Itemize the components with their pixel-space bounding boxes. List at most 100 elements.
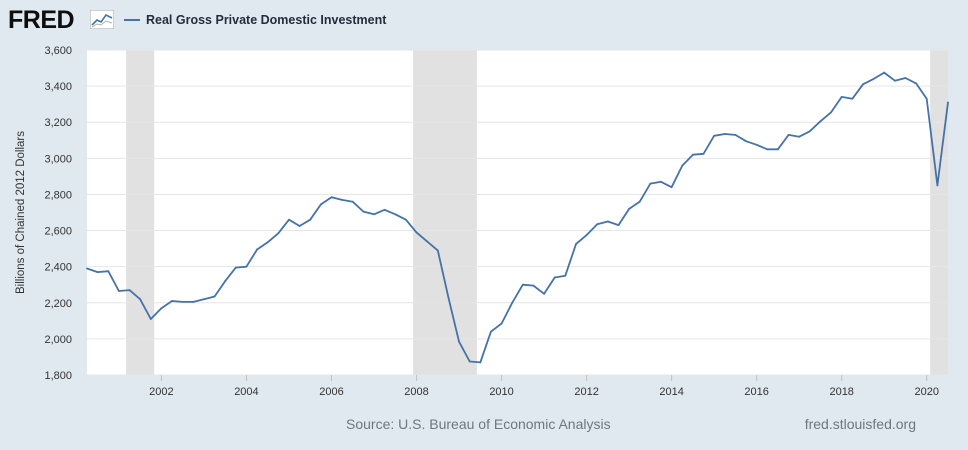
chart-canvas[interactable]: 1,800 2,000 2,200 2,400 2,600 2,800 3,000 3,200… xyxy=(0,0,968,410)
y-tick-label: 3,200 xyxy=(44,117,72,129)
data-point xyxy=(883,71,886,74)
recession-band xyxy=(413,50,477,375)
data-point xyxy=(309,218,312,221)
chart-legend[interactable]: Real Gross Private Domestic Investment xyxy=(124,11,386,29)
data-point xyxy=(585,234,588,236)
data-point xyxy=(500,322,503,325)
y-axis-label: Billions of Chained 2012 Dollars xyxy=(15,131,27,294)
data-point xyxy=(606,220,609,223)
x-tick-label: 2014 xyxy=(659,386,683,398)
fred-url-link[interactable]: fred.stlouisfed.org xyxy=(804,416,916,432)
data-point xyxy=(362,210,365,213)
recession-bands xyxy=(126,50,948,375)
data-point xyxy=(808,130,811,133)
data-point xyxy=(628,207,631,210)
x-tick-label: 2004 xyxy=(234,386,258,398)
y-tick-label: 2,400 xyxy=(44,262,72,274)
data-point xyxy=(862,83,864,86)
plot-area xyxy=(87,50,948,375)
y-tick-label: 2,200 xyxy=(44,298,72,310)
y-tick-label: 3,000 xyxy=(44,153,72,165)
data-point xyxy=(915,82,918,85)
data-point xyxy=(404,218,407,221)
data-point xyxy=(617,224,620,227)
data-point xyxy=(181,300,184,303)
data-point xyxy=(373,213,375,216)
data-point xyxy=(564,274,567,277)
data-point xyxy=(543,292,545,295)
data-point xyxy=(139,298,142,301)
data-point xyxy=(745,140,747,143)
data-point xyxy=(298,225,301,227)
data-point xyxy=(394,213,397,216)
data-point xyxy=(468,360,471,363)
data-point xyxy=(341,198,344,201)
data-point xyxy=(107,270,110,273)
data-point xyxy=(840,96,843,98)
data-point xyxy=(766,148,769,151)
data-point xyxy=(723,133,726,135)
data-point xyxy=(511,301,514,304)
line-chart-logo-icon xyxy=(90,10,114,29)
data-point xyxy=(436,249,439,252)
data-point xyxy=(777,148,779,151)
data-point xyxy=(702,152,705,155)
data-point xyxy=(266,241,269,244)
data-point xyxy=(830,111,832,114)
series-points xyxy=(86,71,949,364)
data-point xyxy=(798,135,801,138)
data-point xyxy=(638,200,641,203)
data-point xyxy=(86,267,88,270)
x-tick-label: 2020 xyxy=(914,386,938,398)
x-tick-label: 2002 xyxy=(149,386,173,398)
y-tick-label: 1,800 xyxy=(44,370,72,382)
data-point xyxy=(904,77,907,79)
data-point xyxy=(447,296,450,299)
data-point xyxy=(713,134,716,137)
data-point xyxy=(553,276,556,279)
data-point xyxy=(149,318,152,320)
x-tick-label: 2016 xyxy=(744,386,768,398)
recession-band xyxy=(126,50,155,375)
data-point xyxy=(117,290,120,292)
data-point xyxy=(171,300,173,302)
data-point xyxy=(203,298,205,301)
data-point xyxy=(383,208,386,211)
data-point xyxy=(192,300,195,303)
recession-band xyxy=(930,50,948,375)
x-tick-label: 2008 xyxy=(404,386,428,398)
data-point xyxy=(426,240,429,243)
data-point xyxy=(521,283,524,286)
data-point xyxy=(734,133,737,136)
data-point xyxy=(458,340,460,343)
data-point xyxy=(479,361,482,364)
data-point xyxy=(575,243,577,245)
data-point xyxy=(819,120,822,123)
data-point xyxy=(936,184,939,187)
legend-series-label: Real Gross Private Domestic Investment xyxy=(146,13,387,27)
y-tick-label: 3,600 xyxy=(44,45,72,57)
series-line[interactable] xyxy=(86,71,949,364)
data-point xyxy=(128,289,131,292)
data-point xyxy=(670,186,673,189)
grid-lines xyxy=(87,49,948,376)
data-point xyxy=(288,218,290,221)
y-tick-label: 2,600 xyxy=(44,226,72,238)
x-axis-ticks: 2002 2004 2006 2008 2010 2012 2014 2016 2018 2020 xyxy=(149,375,939,398)
data-point xyxy=(872,77,875,80)
data-point xyxy=(234,266,237,269)
x-tick-label: 2010 xyxy=(489,386,513,398)
data-point xyxy=(691,153,694,156)
data-point xyxy=(755,143,758,146)
data-point xyxy=(415,231,418,234)
data-point xyxy=(532,284,535,287)
data-point xyxy=(256,248,258,251)
fred-logo[interactable]: FRED xyxy=(8,6,75,34)
data-point xyxy=(649,182,652,185)
data-point xyxy=(213,295,216,298)
y-tick-label: 3,400 xyxy=(44,81,72,93)
data-point xyxy=(787,133,790,136)
data-point xyxy=(681,164,684,167)
data-point xyxy=(351,200,354,203)
legend-swatch xyxy=(124,19,140,21)
